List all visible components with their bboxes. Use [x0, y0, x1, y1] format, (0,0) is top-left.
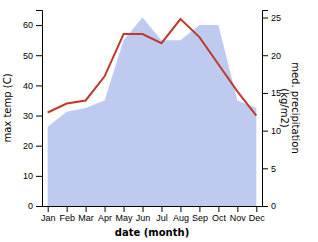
tick: 0	[262, 201, 276, 211]
tick: Jun	[136, 206, 151, 223]
y2-axis: 0 5 10 15 20 25	[262, 11, 281, 212]
tick-label: 50	[23, 51, 33, 61]
tick-mark	[36, 85, 42, 86]
axis-line	[36, 11, 43, 207]
plot: JanFebMar Apr MayJun Jul AugSep OctNovDec 0 10 2…	[23, 11, 281, 224]
tick-label: Jul	[156, 213, 168, 223]
tick: 5	[262, 164, 276, 174]
tick-mark	[262, 55, 268, 56]
tick: Sep	[192, 206, 208, 223]
tick: 20	[262, 51, 281, 61]
tick-label: 60	[23, 20, 33, 30]
y2-axis-title-line: med. precipitation	[290, 62, 301, 154]
tick-mark	[256, 206, 257, 212]
tick-label: 10	[23, 171, 33, 181]
tick-mark	[262, 93, 268, 94]
tick: 0	[28, 201, 42, 211]
x-axis-title: date (month)	[115, 227, 189, 238]
axis-line	[43, 206, 263, 207]
tick: 10	[262, 126, 281, 136]
tick: 20	[23, 141, 42, 151]
tick-label: Mar	[78, 213, 94, 223]
tick-mark	[36, 55, 42, 56]
tick: Oct	[212, 206, 227, 223]
tick-mark	[48, 206, 49, 212]
tick-label: May	[116, 213, 134, 223]
tick: 50	[23, 51, 42, 61]
tick-mark	[124, 206, 125, 212]
tick-label: 30	[23, 111, 33, 121]
tick-mark	[36, 206, 42, 207]
tick-mark	[36, 176, 42, 177]
tick-mark	[262, 168, 268, 169]
tick-mark	[86, 206, 87, 212]
tick-label: Jun	[136, 213, 151, 223]
tick: 10	[23, 171, 42, 181]
tick-label: Sep	[192, 213, 208, 223]
tick-mark	[199, 206, 200, 212]
x-axis: JanFebMar Apr MayJun Jul AugSep OctNovDec	[41, 206, 265, 223]
line	[48, 19, 257, 115]
tick: Jan	[41, 206, 56, 223]
tick-mark	[143, 206, 144, 212]
axis-line	[263, 11, 269, 207]
tick-mark	[262, 18, 268, 19]
tick-mark	[262, 131, 268, 132]
tick-label: 20	[271, 51, 281, 61]
tick-mark	[180, 206, 181, 212]
tick-label: Nov	[230, 213, 247, 223]
tick-mark	[36, 116, 42, 117]
tick-mark	[237, 206, 238, 212]
y-axis-title: max temp (C)	[2, 73, 13, 142]
area	[48, 18, 257, 206]
tick-label: Oct	[212, 213, 227, 223]
tick-mark	[218, 206, 219, 212]
tick-label: Jan	[41, 213, 56, 223]
tick: 40	[23, 81, 42, 91]
tick: 60	[23, 20, 42, 30]
y2-axis-title-line: (kg/m2)	[279, 88, 290, 128]
tick: May	[116, 206, 134, 223]
y-axis: 0 10 20 30 40 50 60	[23, 11, 43, 212]
tick-mark	[105, 206, 106, 212]
tick-mark	[262, 206, 268, 207]
tick-mark	[67, 206, 68, 212]
tick-mark	[161, 206, 162, 212]
tick-mark	[36, 146, 42, 147]
tick: Jul	[156, 206, 168, 223]
tick: 25	[262, 13, 281, 23]
tick-label: Apr	[98, 213, 112, 223]
tick-label: 20	[23, 141, 33, 151]
tick: Apr	[98, 206, 112, 223]
chart: JanFebMar Apr MayJun Jul AugSep OctNovDec 0 10 2…	[0, 0, 318, 242]
tick-label: Feb	[59, 213, 75, 223]
tick: Mar	[78, 206, 94, 223]
tick-label: 5	[271, 164, 276, 174]
tick-label: Dec	[249, 213, 266, 223]
tick: 15	[262, 88, 281, 98]
tick-mark	[36, 25, 42, 26]
tick: 30	[23, 111, 42, 121]
tick-label: 40	[23, 81, 33, 91]
marks	[48, 18, 257, 206]
tick-label: Aug	[173, 213, 189, 223]
tick-label: 0	[28, 201, 33, 211]
y2-axis-title: med. precipitation(kg/m2)	[279, 62, 302, 154]
tick: Aug	[173, 206, 189, 223]
tick: Nov	[230, 206, 247, 223]
tick-label: 0	[271, 201, 276, 211]
tick: Dec	[249, 206, 266, 223]
tick: Feb	[59, 206, 75, 223]
tick-label: 25	[271, 13, 281, 23]
